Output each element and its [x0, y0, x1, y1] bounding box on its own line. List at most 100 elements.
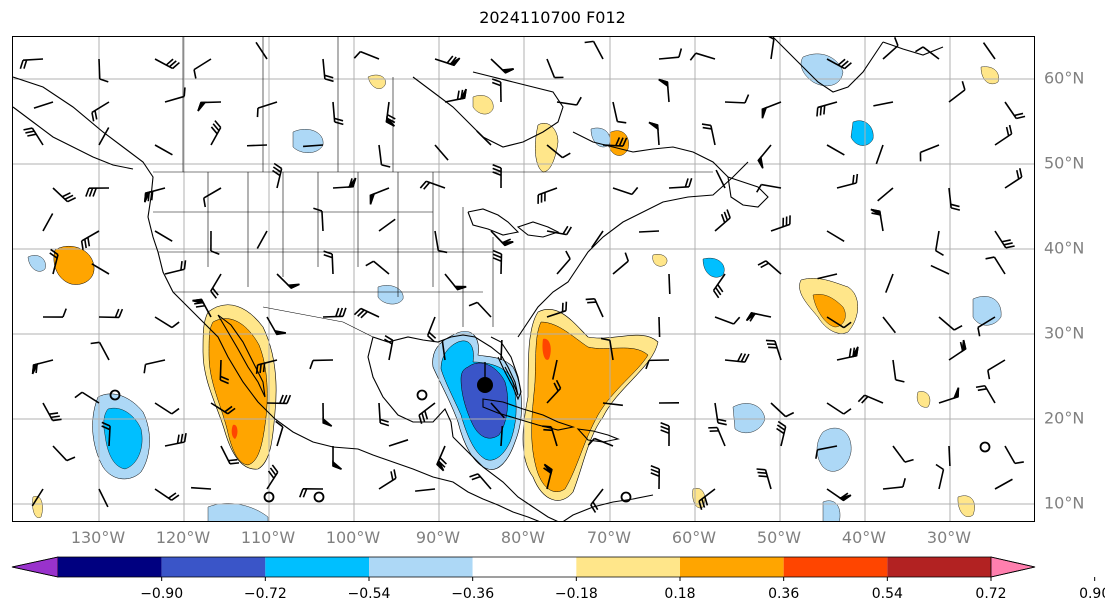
wind-barb [948, 81, 966, 103]
wind-barb [436, 445, 447, 472]
wind-barb [817, 273, 838, 280]
wind-barb [882, 316, 897, 334]
wind-barb [332, 101, 344, 126]
wind-barb [546, 144, 571, 159]
coastline-cuba [482, 398, 576, 431]
gridlines [13, 37, 1034, 521]
wind-barb [877, 187, 894, 202]
wind-barb [985, 256, 1006, 275]
warm-anomaly-patch-4 [607, 130, 629, 156]
wind-barb [645, 359, 670, 370]
cold-anomaly-patch-7 [207, 503, 269, 521]
wind-barb [255, 359, 278, 374]
coastline-labrador [572, 131, 729, 178]
wind-barb [714, 209, 731, 232]
wind-barb [892, 445, 914, 463]
wind-barb [256, 230, 268, 249]
wind-barb [434, 144, 449, 161]
calm-circles [109, 389, 991, 503]
wind-barb [994, 230, 1015, 249]
wind-barb [768, 37, 775, 60]
wind-barb [193, 58, 212, 79]
coastline-hudson [412, 71, 564, 148]
wind-barb [765, 339, 782, 361]
wind-barb [154, 144, 173, 156]
wind-barb [770, 402, 795, 418]
wind-barb [154, 316, 180, 329]
wind-barb [638, 230, 660, 233]
wind-barb [332, 445, 342, 470]
wind-barb [885, 273, 894, 293]
coastline-hispaniola [576, 428, 620, 443]
cold-anomaly-patch-12 [822, 500, 841, 521]
wind-barb [490, 230, 514, 247]
colorbar-segment [58, 557, 162, 577]
wind-barb [770, 215, 791, 232]
wind-barb [556, 250, 571, 275]
colorbar-segment [472, 557, 577, 577]
lon-tick-label: 110°W [240, 528, 296, 547]
wind-barb [378, 469, 397, 490]
colorbar-tick-label: −0.72 [243, 586, 287, 602]
wind-barb [826, 144, 845, 156]
wind-barb [714, 316, 741, 325]
wind-barb [154, 488, 180, 501]
wind-barb [154, 58, 180, 70]
map-canvas [13, 37, 1034, 521]
wind-barb [418, 402, 436, 424]
wind-barb [52, 187, 76, 203]
wind-barb [256, 101, 278, 118]
cold-anomaly-patch-10 [27, 255, 46, 272]
lon-tick-label: 40°W [841, 528, 887, 547]
colorbar-extend-low [11, 556, 59, 578]
warm-anomaly-red-spot [542, 338, 551, 360]
lon-tick-label: 70°W [586, 528, 632, 547]
wind-barb [650, 464, 661, 490]
wind-barb [164, 87, 186, 103]
colorbar-segment [783, 557, 888, 577]
wind-barb [724, 94, 750, 104]
wind-barb [994, 478, 1013, 490]
wind-barb [658, 78, 670, 103]
wind-barb [930, 264, 950, 275]
calm-circle [416, 389, 428, 401]
coastlines [13, 37, 944, 521]
wind-barb [378, 402, 390, 427]
wind-barb [761, 101, 782, 119]
wind-barb [98, 488, 109, 508]
wind-barb [826, 316, 852, 329]
wind-barb [756, 183, 782, 193]
wind-barb [220, 445, 240, 465]
wind-barb [74, 391, 100, 404]
warm-anomaly-patch-12 [916, 391, 931, 408]
wind-barb [302, 144, 324, 148]
cold-anomaly-patch-4 [816, 427, 852, 472]
wind-barb [190, 486, 212, 490]
wind-barb [602, 402, 623, 407]
wind-barb [322, 58, 334, 83]
wind-barb [1004, 101, 1026, 120]
wind-barb [585, 298, 604, 318]
wind-barb [492, 249, 503, 275]
wind-barb [31, 359, 54, 375]
wind-barb [80, 230, 100, 250]
wind-barb [724, 352, 750, 363]
lat-tick-label: 10°N [1044, 493, 1085, 513]
wind-barb [660, 422, 670, 447]
colorbar-tick-label: −0.18 [554, 586, 598, 602]
wind-barb [537, 187, 558, 204]
wind-barb [602, 137, 628, 147]
wind-barb [543, 463, 553, 490]
wind-barb [491, 78, 502, 103]
wind-barb [378, 144, 391, 168]
warm-anomaly-patch-8 [692, 488, 706, 509]
colorbar-tick-label: 0.36 [768, 586, 800, 602]
wind-barb [490, 402, 505, 419]
wind-barb [266, 316, 286, 336]
wind-barb [546, 301, 568, 318]
wind-barb [873, 101, 894, 107]
colorbar-segment [161, 557, 266, 577]
lat-tick-label: 50°N [1044, 153, 1085, 173]
cold-anomaly-patch-8 [377, 285, 404, 305]
wind-barb [490, 58, 514, 74]
